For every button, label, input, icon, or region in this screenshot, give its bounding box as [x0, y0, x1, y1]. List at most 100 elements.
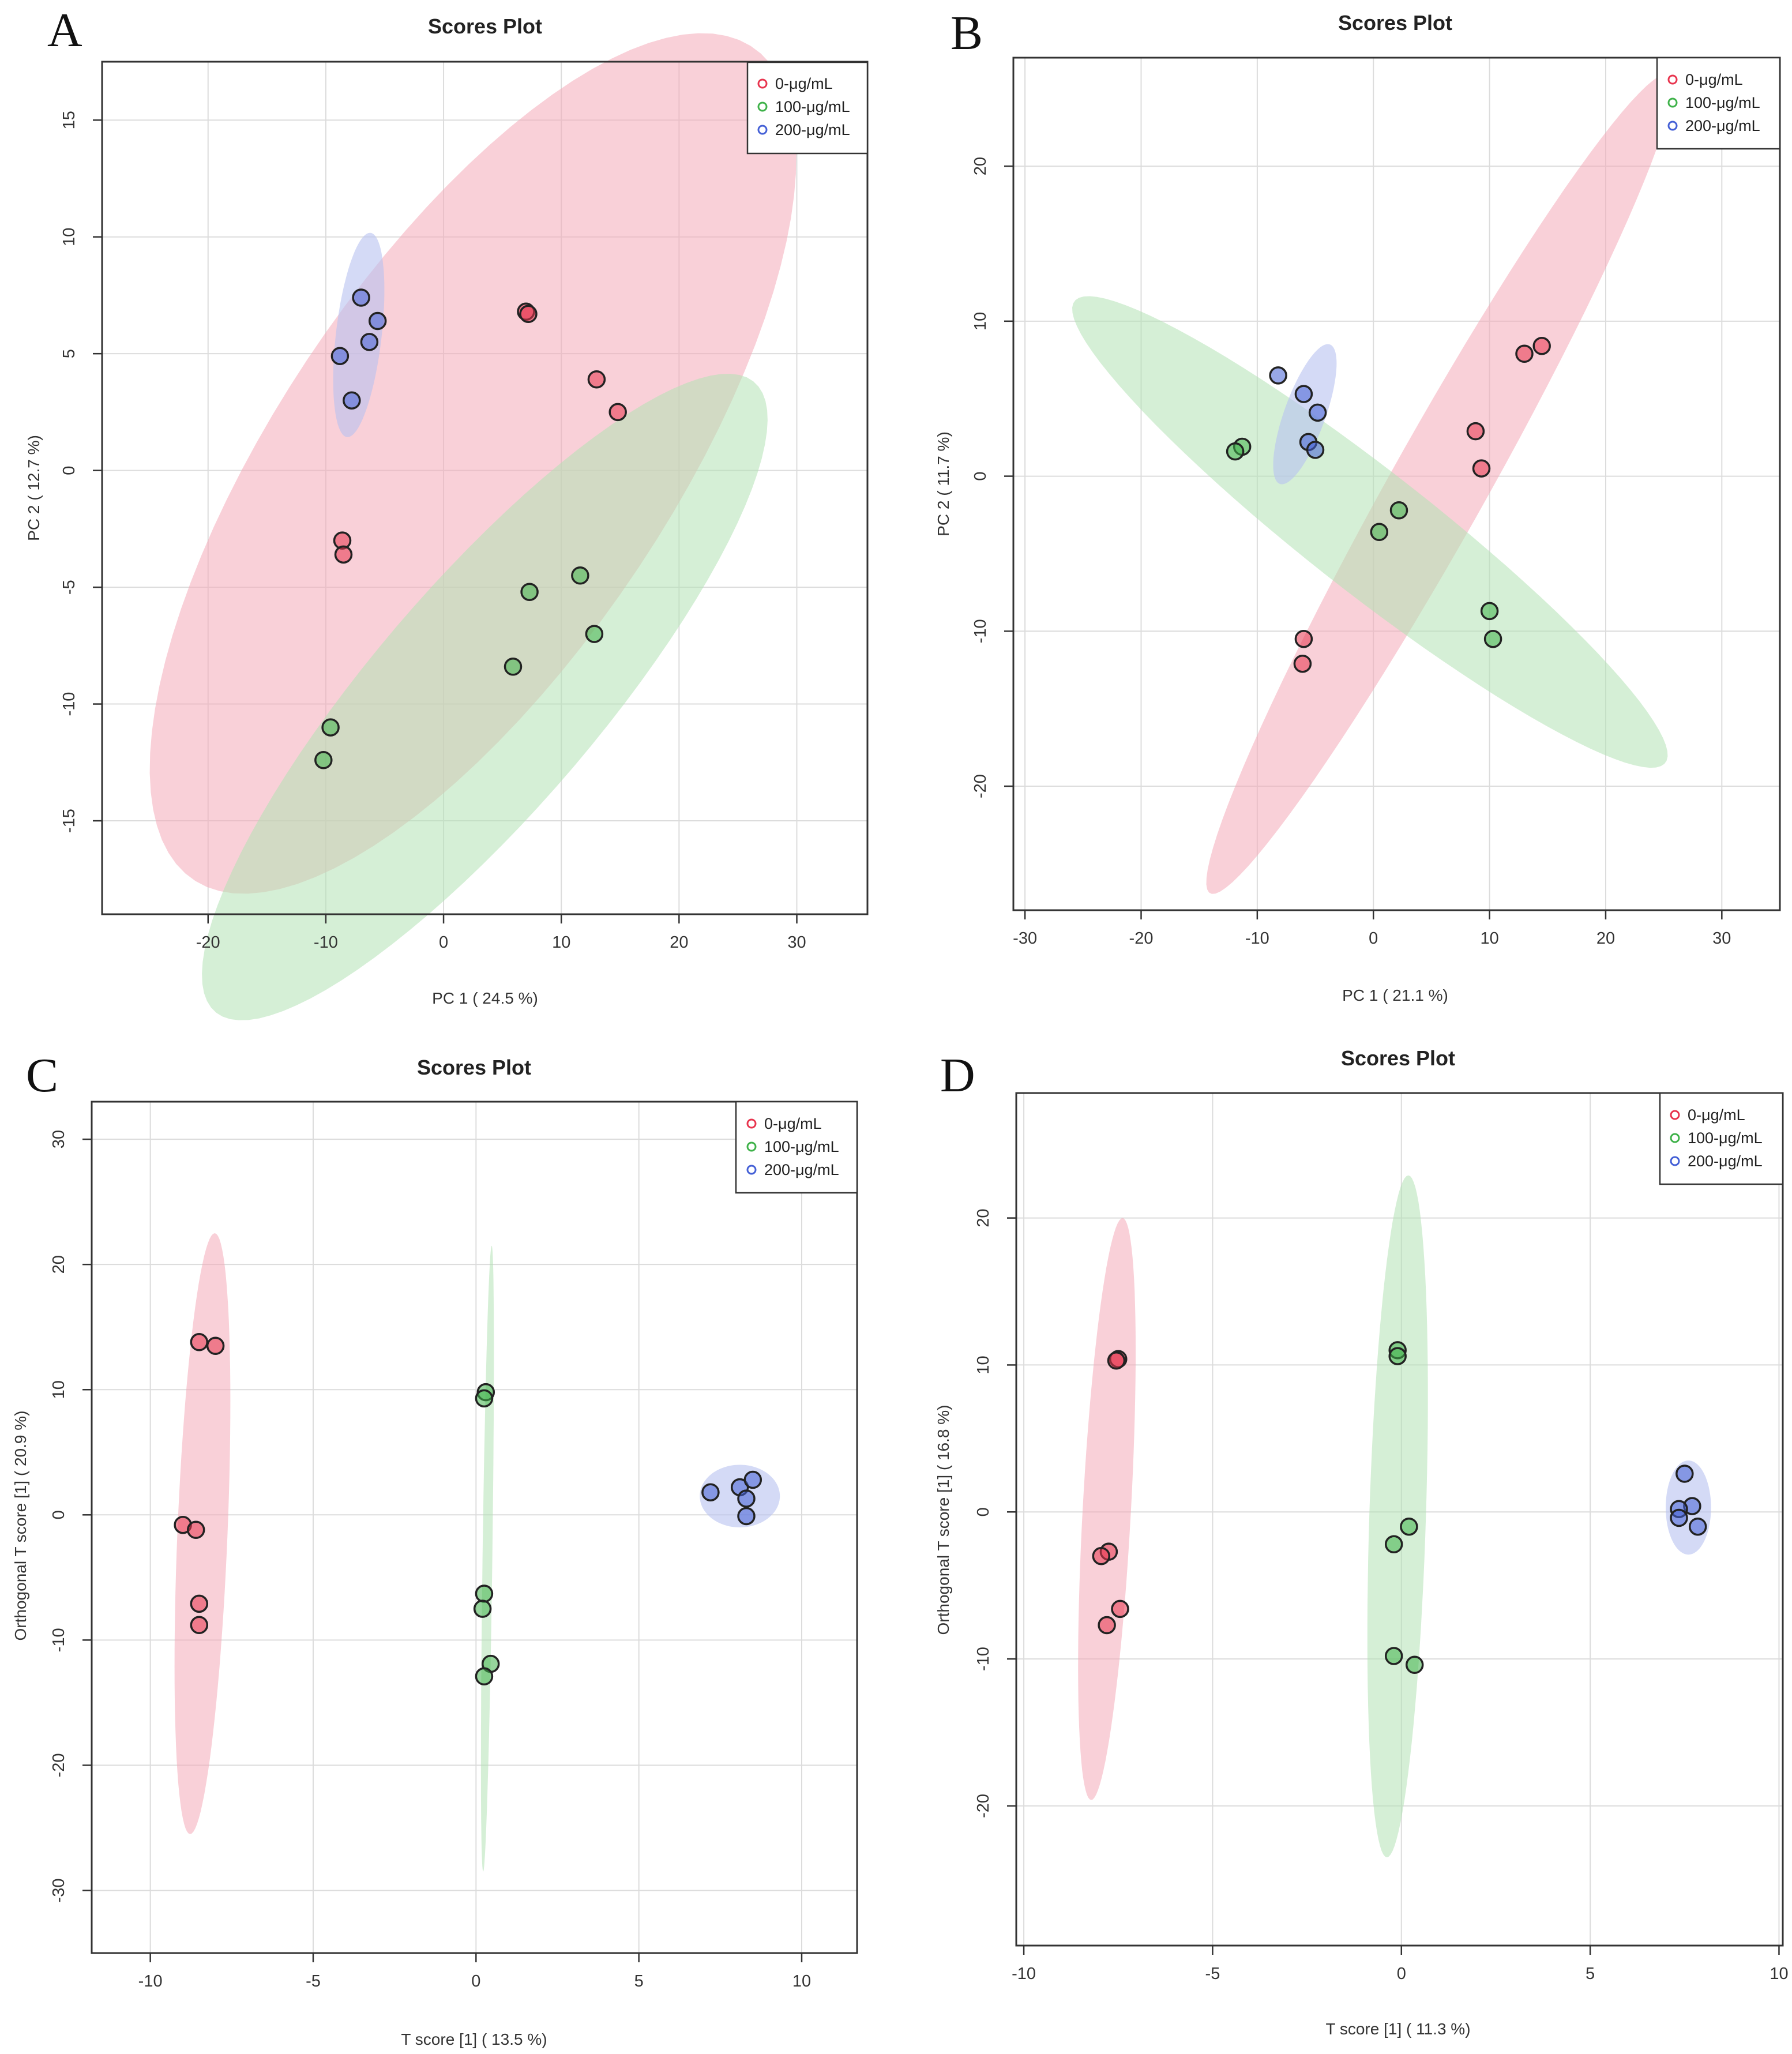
- data-point: [1384, 1647, 1403, 1665]
- ellipse-control: [1206, 74, 1673, 894]
- data-point: [360, 333, 379, 351]
- confidence-ellipses: [1078, 1175, 1711, 1858]
- legend-marker-2: [1667, 121, 1678, 131]
- y-tick-label: 15: [60, 111, 78, 129]
- legend-box: [746, 61, 869, 155]
- data-point: [473, 1599, 492, 1618]
- data-point: [190, 1333, 209, 1351]
- legend-marker-0: [757, 78, 768, 89]
- y-tick-label: 20: [971, 157, 990, 175]
- y-tick-label: -10: [974, 1647, 993, 1671]
- x-tick-label: -5: [1205, 1965, 1220, 1983]
- data-point: [743, 1470, 762, 1489]
- y-tick-label: 5: [60, 349, 78, 358]
- ellipse-100: [1367, 1175, 1428, 1858]
- data-points: [314, 288, 627, 769]
- data-point: [475, 1667, 494, 1686]
- data-point: [206, 1336, 225, 1355]
- legend-label: 200-μg/mL: [775, 121, 850, 138]
- data-point: [1388, 1347, 1407, 1365]
- data-point: [1532, 337, 1551, 355]
- data-point: [1480, 602, 1499, 621]
- y-tick-label: -5: [60, 580, 78, 595]
- y-tick-label: 10: [971, 312, 990, 331]
- grid: [92, 1102, 857, 1953]
- panel-letter-d: D: [940, 1049, 975, 1102]
- x-axis-label: T score [1] ( 13.5 %): [401, 2030, 547, 2048]
- data-point: [737, 1489, 756, 1508]
- legend-marker-1: [746, 1141, 757, 1152]
- y-tick-label: -10: [60, 692, 78, 716]
- panel-letter-c: C: [26, 1049, 58, 1102]
- data-point: [1294, 629, 1313, 648]
- x-tick-label: -5: [306, 1972, 321, 1991]
- data-point: [1675, 1465, 1694, 1483]
- data-points: [1226, 337, 1551, 673]
- data-point: [321, 718, 340, 737]
- y-tick-label: 20: [50, 1255, 68, 1274]
- data-point: [737, 1507, 756, 1526]
- x-tick-label: 0: [471, 1972, 480, 1991]
- x-tick-label: -10: [314, 933, 338, 952]
- data-point: [1515, 344, 1534, 363]
- axis-ticks: -20 -10 0 10 20 30 -15 -10 -5 0 5 10 15: [60, 111, 806, 952]
- data-point: [314, 750, 333, 769]
- x-axis-label: PC 1 ( 21.1 %): [1342, 986, 1448, 1004]
- data-point: [1308, 403, 1327, 422]
- y-axis-label: PC 2 ( 11.7 %): [934, 431, 952, 536]
- legend-marker-2: [757, 125, 768, 135]
- legend-label: 200-μg/mL: [1685, 117, 1760, 134]
- legend: 0-μg/mL 100-μg/mL 200-μg/mL: [746, 61, 869, 155]
- data-point: [1294, 385, 1313, 403]
- legend-label: 100-μg/mL: [764, 1138, 839, 1155]
- x-tick-label: 5: [1586, 1965, 1595, 1983]
- ellipse-100: [1072, 296, 1668, 768]
- legend-marker-0: [1670, 1110, 1680, 1120]
- x-tick-label: 30: [787, 933, 806, 952]
- x-tick-label: 10: [792, 1972, 811, 1991]
- legend: 0-μg/mL 100-μg/mL 200-μg/mL: [735, 1101, 858, 1194]
- x-tick-label: 0: [1369, 929, 1378, 948]
- axis-ticks: -10 -5 0 5 10 -20 -10 0 10 20: [974, 1208, 1789, 1983]
- data-point: [330, 347, 350, 365]
- y-tick-label: 10: [50, 1380, 68, 1399]
- panel-b: B Scores Plot -30 -20 -10 0 10 20 30 -20 -10 0 10 2…: [934, 6, 1781, 1004]
- ellipse-100: [480, 1245, 494, 1872]
- legend-box: [1656, 57, 1781, 150]
- legend-label: 200-μg/mL: [764, 1161, 839, 1178]
- legend-label: 100-μg/mL: [775, 98, 850, 115]
- x-tick-label: 10: [552, 933, 570, 952]
- data-point: [701, 1483, 720, 1501]
- plot-frame: [1012, 57, 1781, 911]
- data-point: [343, 391, 361, 410]
- y-tick-label: 0: [60, 466, 78, 475]
- y-tick-label: 0: [974, 1507, 993, 1516]
- data-point: [1370, 523, 1389, 542]
- data-point: [190, 1594, 209, 1613]
- data-point: [1688, 1517, 1707, 1536]
- chart-title: Scores Plot: [1341, 1046, 1455, 1070]
- x-tick-label: 0: [1397, 1965, 1406, 1983]
- legend-marker-1: [757, 102, 768, 112]
- data-points: [1092, 1341, 1707, 1674]
- confidence-ellipses: [1072, 74, 1673, 894]
- legend-marker-1: [1667, 97, 1678, 108]
- data-point: [1306, 441, 1325, 459]
- panel-a: A Scores Plot -20 -10 0 10 20 30 -15 -10 -5 0 5 10 1…: [25, 3, 869, 1020]
- y-axis-label: Orthogonal T score [1] ( 20.9 %): [12, 1411, 29, 1641]
- ellipse-100: [202, 374, 768, 1020]
- x-tick-label: -20: [1129, 929, 1154, 948]
- plot-frame: [1015, 1092, 1784, 1947]
- legend-marker-2: [1670, 1156, 1680, 1166]
- data-point: [1389, 501, 1408, 520]
- data-point: [504, 658, 523, 676]
- data-point: [1483, 629, 1502, 648]
- y-tick-label: -20: [971, 774, 990, 798]
- data-point: [1293, 654, 1312, 673]
- data-point: [1400, 1517, 1418, 1536]
- legend-box: [1659, 1092, 1784, 1185]
- confidence-ellipses: [174, 1233, 780, 1872]
- legend-label: 0-μg/mL: [764, 1115, 822, 1132]
- data-point: [1472, 459, 1491, 478]
- data-point: [1269, 366, 1287, 385]
